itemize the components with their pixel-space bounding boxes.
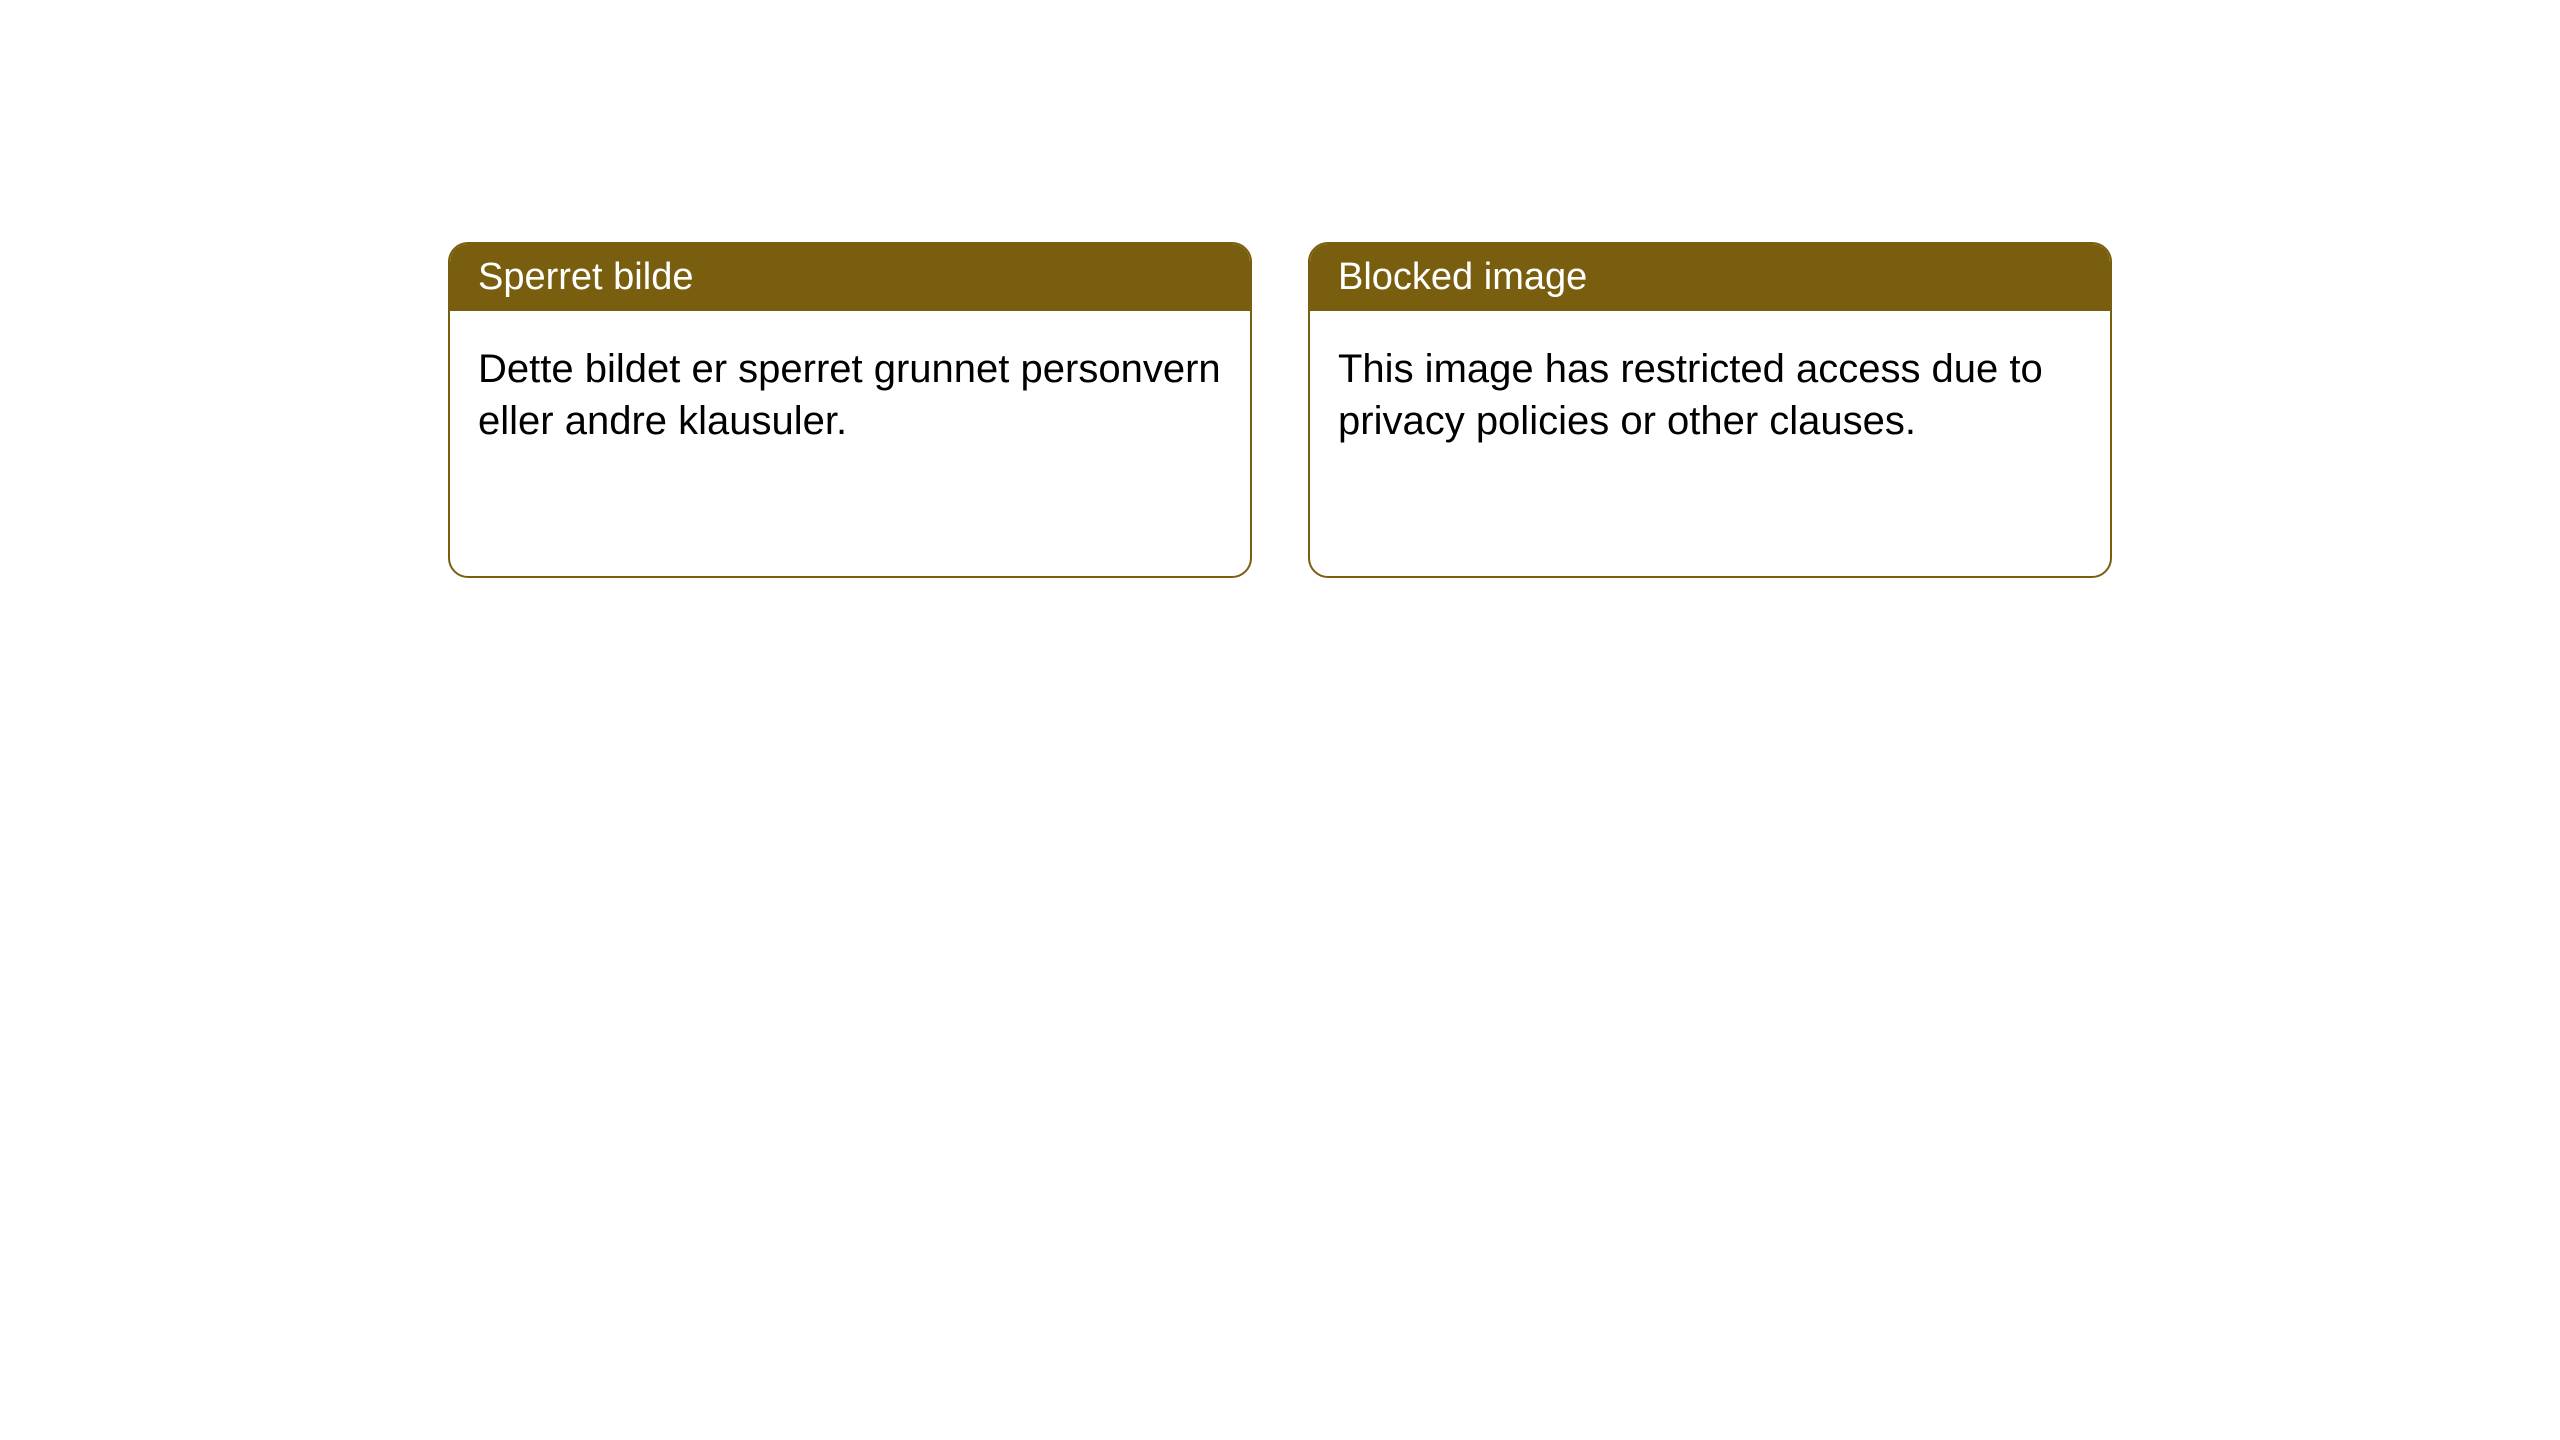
notice-cards-container: Sperret bilde Dette bildet er sperret gr… [448, 242, 2112, 578]
notice-card-body: Dette bildet er sperret grunnet personve… [450, 311, 1250, 479]
notice-card-body: This image has restricted access due to … [1310, 311, 2110, 479]
notice-card-title: Sperret bilde [450, 244, 1250, 311]
notice-card-english: Blocked image This image has restricted … [1308, 242, 2112, 578]
notice-card-norwegian: Sperret bilde Dette bildet er sperret gr… [448, 242, 1252, 578]
notice-card-title: Blocked image [1310, 244, 2110, 311]
